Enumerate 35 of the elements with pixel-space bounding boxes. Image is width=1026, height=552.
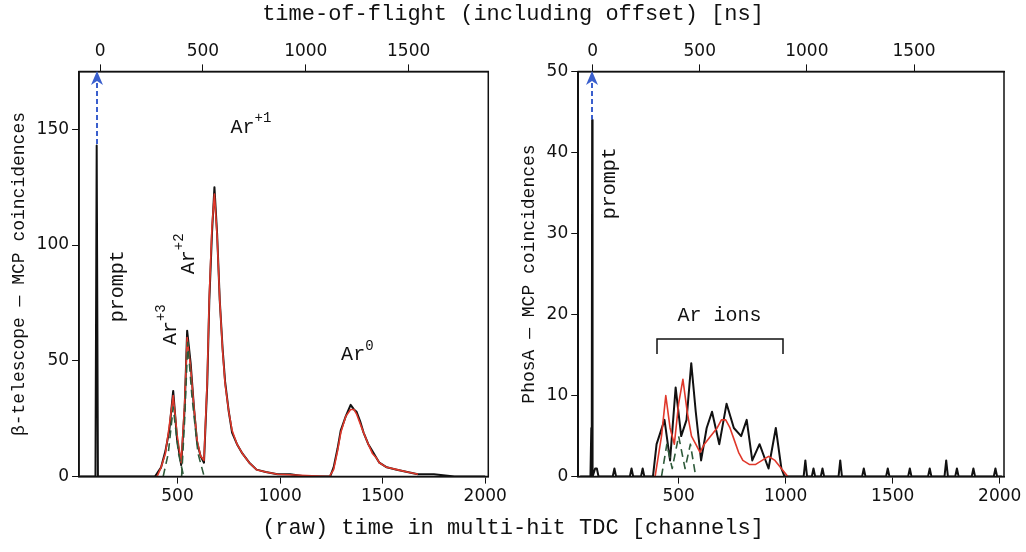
annotation: prompt <box>106 250 130 323</box>
y-tick-label: 30 <box>546 221 569 242</box>
x-tick-label: 500 <box>161 485 194 506</box>
y-axis-title: β-telescope — MCP coincidences <box>8 111 29 437</box>
y-tick-label: 50 <box>546 59 569 80</box>
annotation: Ar+3 <box>153 304 183 346</box>
x2-tick-label: 1500 <box>387 39 431 60</box>
x-axis-title: (raw) time in multi-hit TDC [channels] <box>261 516 765 541</box>
x-tick-label: 500 <box>662 485 695 506</box>
x2-tick-label: 1000 <box>284 39 328 60</box>
y-tick-label: 150 <box>36 117 70 138</box>
x-tick-label: 1500 <box>361 485 405 506</box>
x-tick-label: 1500 <box>871 485 915 506</box>
y-tick-label: 0 <box>557 465 569 486</box>
x2-tick-label: 500 <box>186 39 220 60</box>
y-tick-label: 20 <box>546 302 569 323</box>
annotation: prompt <box>598 147 622 220</box>
x2-tick-label: 500 <box>683 39 716 60</box>
x2-tick-label: 1000 <box>785 39 829 60</box>
y-axis-title: PhosA — MCP coincidences <box>518 144 539 404</box>
y-tick-label: 100 <box>36 233 70 254</box>
x2-tick-label: 0 <box>94 39 106 60</box>
y-tick-label: 10 <box>546 383 569 404</box>
x-tick-label: 2000 <box>463 485 507 506</box>
annotation: Ar+2 <box>171 233 200 275</box>
x-tick-label: 1000 <box>764 485 808 506</box>
y-tick-label: 0 <box>58 465 70 486</box>
x-tick-label: 1000 <box>258 485 302 506</box>
x2-tick-label: 1500 <box>892 39 936 60</box>
x2-axis-title: time-of-flight (including offset) [ns] <box>261 2 765 27</box>
y-tick-label: 50 <box>47 349 70 370</box>
x-tick-label: 2000 <box>978 485 1022 506</box>
annotation: Ar ions <box>677 304 762 328</box>
y-tick-label: 40 <box>546 140 569 161</box>
x2-tick-label: 0 <box>587 39 598 60</box>
